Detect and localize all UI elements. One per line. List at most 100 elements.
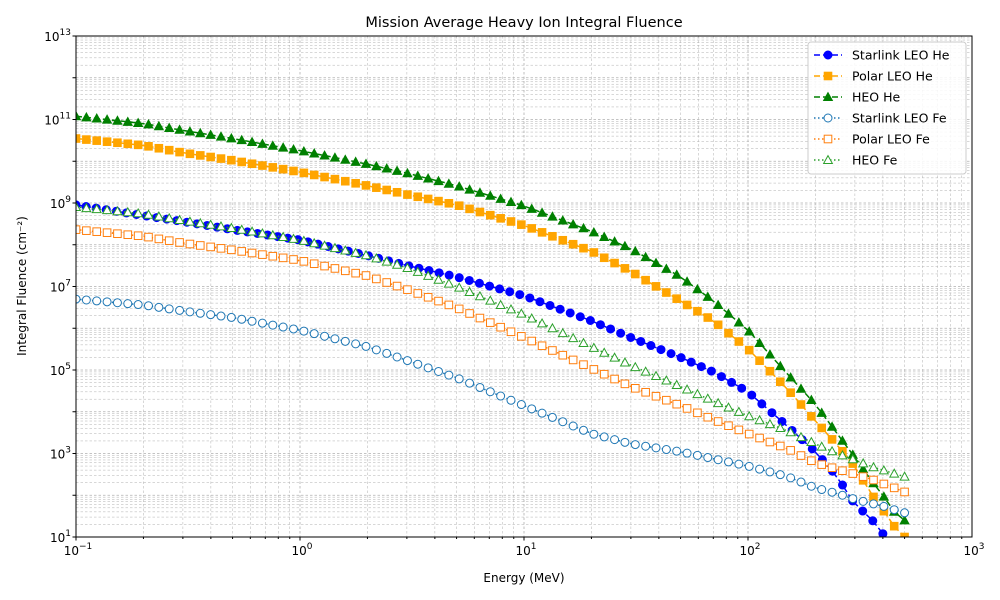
data-point [246, 136, 258, 147]
data-point [651, 282, 661, 291]
data-point [765, 366, 775, 376]
data-point [474, 290, 486, 301]
data-point [402, 356, 412, 366]
data-point [661, 263, 672, 273]
data-point [495, 299, 506, 309]
data-point [785, 426, 796, 437]
data-point [76, 225, 81, 234]
data-point [278, 253, 288, 263]
data-point [619, 357, 631, 367]
data-point [102, 297, 112, 307]
data-point [289, 166, 298, 176]
legend-label: Starlink LEO Fe [852, 111, 947, 126]
data-point [775, 441, 785, 451]
data-point [817, 485, 827, 495]
data-point [702, 291, 714, 301]
data-point [693, 306, 702, 316]
data-point [537, 228, 547, 237]
data-point [76, 201, 82, 212]
data-point [195, 308, 205, 318]
data-point [392, 187, 402, 197]
data-point [422, 270, 434, 280]
data-point [433, 366, 443, 376]
data-point [651, 391, 661, 401]
data-point [900, 487, 909, 497]
data-point [413, 289, 423, 298]
data-point [350, 247, 361, 257]
legend-label: Polar LEO Fe [852, 132, 930, 147]
data-point [878, 529, 888, 537]
data-point [899, 471, 910, 481]
data-point [662, 288, 671, 297]
data-point [91, 203, 102, 214]
data-point [578, 425, 588, 435]
data-point [76, 110, 82, 121]
data-point [175, 238, 184, 247]
legend-label: HEO Fe [852, 153, 898, 168]
data-point [185, 239, 195, 249]
data-point [506, 217, 516, 226]
data-point [133, 300, 143, 310]
data-point [434, 196, 443, 206]
data-point [671, 379, 682, 389]
data-point [340, 176, 350, 186]
data-point [682, 404, 692, 413]
data-point [807, 444, 817, 454]
data-point [764, 349, 776, 359]
data-point [744, 429, 754, 439]
x-tick-label: 102 [739, 542, 760, 558]
data-point [640, 366, 651, 376]
series-heo-he [76, 110, 910, 525]
data-point [796, 477, 806, 487]
data-point [526, 203, 537, 213]
data-point [454, 273, 464, 283]
data-point [796, 451, 806, 460]
data-point [226, 222, 237, 232]
data-point [575, 312, 585, 322]
data-point [671, 269, 682, 279]
data-point [330, 264, 340, 273]
data-point [144, 232, 153, 242]
data-point [589, 365, 599, 374]
data-point [485, 190, 496, 200]
y-axis-title: Integral Fluence (cm⁻²) [15, 216, 29, 356]
data-point [81, 295, 91, 305]
data-point [371, 252, 382, 263]
data-point [837, 435, 848, 445]
data-point [154, 143, 164, 153]
data-point [433, 175, 444, 186]
data-point [257, 227, 268, 238]
data-point [878, 491, 890, 501]
data-point [402, 167, 413, 178]
data-point [666, 349, 676, 359]
data-point [517, 332, 526, 341]
data-point [823, 50, 833, 60]
data-point [620, 264, 630, 273]
legend-entry: Starlink LEO Fe [814, 111, 947, 126]
data-point [879, 479, 889, 489]
data-point [361, 181, 371, 190]
data-point [391, 259, 403, 269]
data-point [558, 350, 568, 360]
data-point [817, 423, 827, 433]
y-tick-label: 101 [50, 529, 71, 545]
data-point [506, 395, 516, 405]
data-point [163, 212, 175, 223]
y-tick-label: 107 [50, 279, 71, 295]
data-point [164, 304, 174, 314]
data-point [382, 348, 392, 358]
data-point [143, 301, 153, 311]
data-point [453, 282, 465, 292]
data-point [558, 417, 568, 427]
data-point [588, 226, 600, 237]
data-point [371, 160, 382, 171]
data-point [184, 126, 196, 136]
data-point [757, 399, 767, 409]
data-point [289, 255, 298, 264]
data-point [636, 336, 646, 346]
data-point [257, 138, 268, 148]
data-point [545, 300, 555, 310]
data-point [464, 275, 474, 285]
data-point [485, 387, 495, 397]
data-point [206, 310, 216, 320]
